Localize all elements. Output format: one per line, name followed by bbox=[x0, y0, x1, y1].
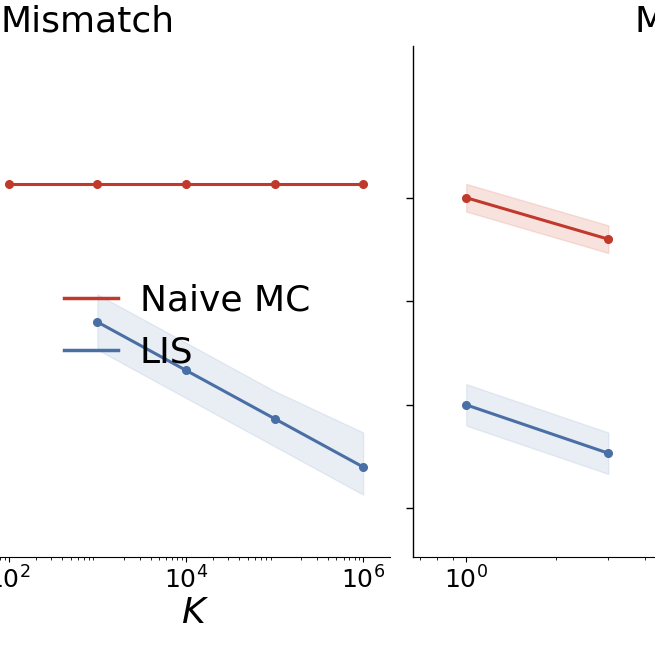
Text: Mismatch: Mismatch bbox=[0, 5, 174, 39]
X-axis label: $K$: $K$ bbox=[181, 597, 209, 631]
Legend: Naive MC, LIS: Naive MC, LIS bbox=[49, 269, 324, 384]
Text: Mo: Mo bbox=[635, 5, 655, 39]
